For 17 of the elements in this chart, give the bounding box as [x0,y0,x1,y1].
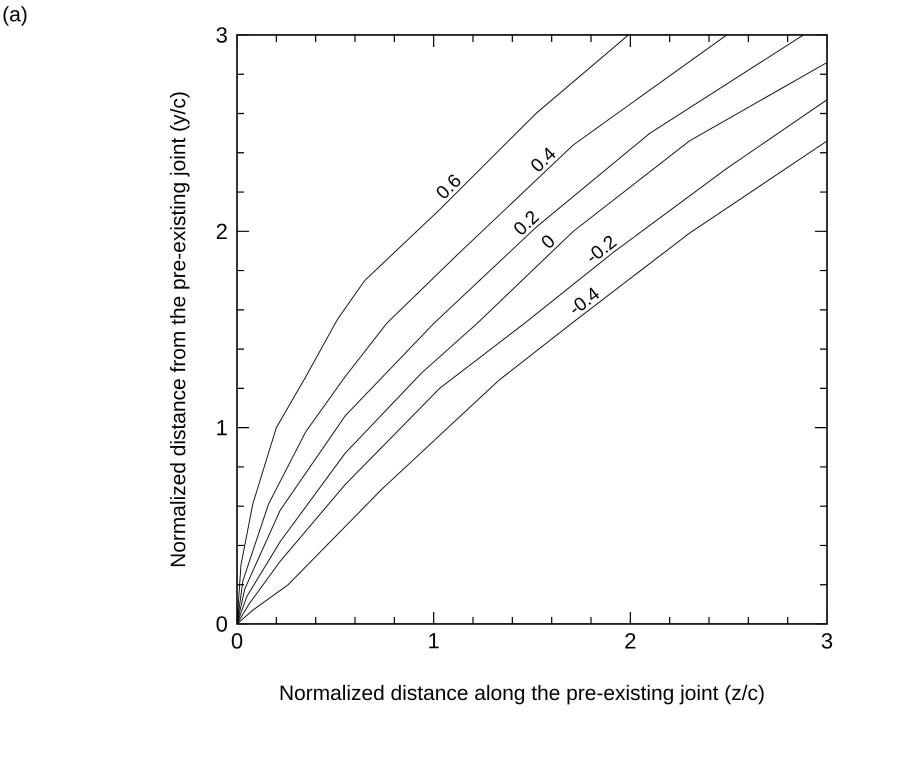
x-tick-label: 2 [625,633,636,648]
text: 0.2 [514,211,540,234]
text: 0.6 [436,174,460,198]
x-tick-label: 3 [822,633,832,649]
x-tick-label: 1 [429,633,439,648]
y-tick-label: 3 [216,27,227,43]
text: (a) [4,6,26,26]
text: 0.4 [531,147,556,172]
y-tick-label: 2 [216,224,227,239]
y-tick-label: 1 [217,420,227,436]
text: 0 [542,235,554,248]
y-tick-label: 0 [216,616,227,632]
x-axis-title: Normalized distance along the pre-existing joint (z/c) [280,684,764,704]
text: -0.4 [572,287,600,312]
x-tick-label: 0 [232,633,242,649]
text: -0.2 [589,236,618,261]
y-axis-title: Normalized distance from the pre-existing joint (y/c) [170,92,190,566]
